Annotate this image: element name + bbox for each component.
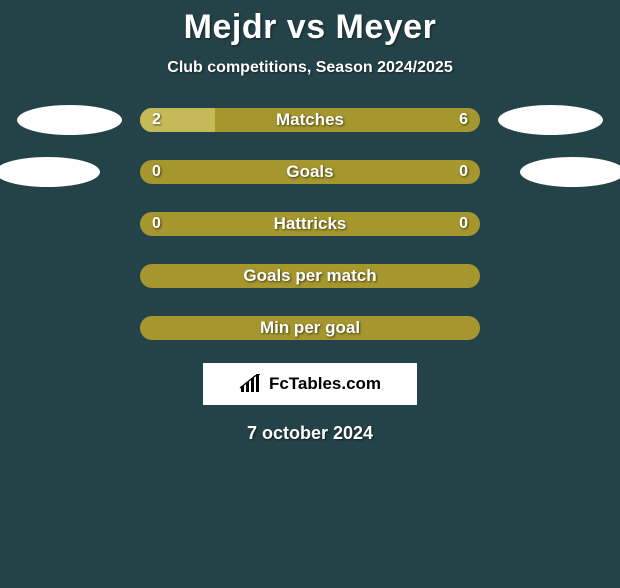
stat-row: 26Matches	[0, 105, 620, 135]
subtitle: Club competitions, Season 2024/2025	[0, 59, 620, 77]
stat-row: Min per goal	[0, 313, 620, 343]
stat-label: Goals per match	[140, 264, 480, 288]
stat-label: Min per goal	[140, 316, 480, 340]
player-left-badge	[17, 105, 122, 135]
stat-row: 00Goals	[0, 157, 620, 187]
stat-bar: 26Matches	[140, 108, 480, 132]
player-right-badge	[498, 105, 603, 135]
player-right-badge	[520, 157, 620, 187]
bar-chart-icon	[239, 374, 263, 394]
brand-logo: FcTables.com	[203, 363, 417, 405]
stats-container: 26Matches 00Goals 00Hattricks Goals per mat…	[0, 105, 620, 343]
stat-bar: 00Goals	[140, 160, 480, 184]
date-label: 7 october 2024	[0, 423, 620, 444]
page-title: Mejdr vs Meyer	[0, 8, 620, 47]
stat-row: 00Hattricks	[0, 209, 620, 239]
stat-row: Goals per match	[0, 261, 620, 291]
player-left-badge	[0, 157, 100, 187]
brand-logo-text: FcTables.com	[269, 374, 381, 394]
stat-bar: Goals per match	[140, 264, 480, 288]
stat-bar: 00Hattricks	[140, 212, 480, 236]
stat-label: Hattricks	[140, 212, 480, 236]
stat-label: Matches	[140, 108, 480, 132]
stat-label: Goals	[140, 160, 480, 184]
stat-bar: Min per goal	[140, 316, 480, 340]
